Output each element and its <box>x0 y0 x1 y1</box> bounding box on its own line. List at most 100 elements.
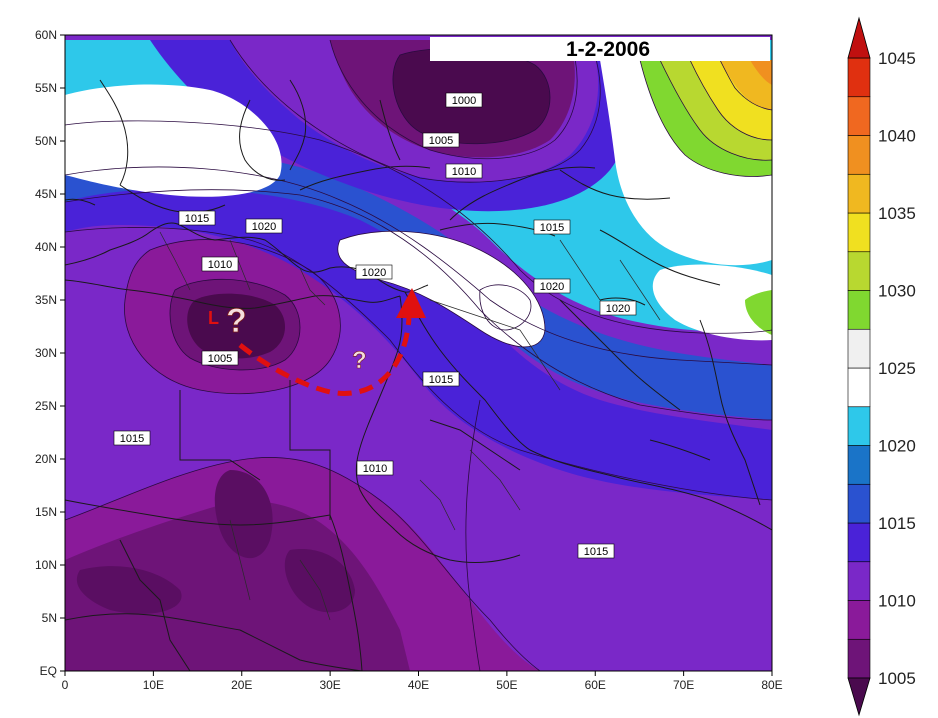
y-tick-label: 15N <box>35 505 57 519</box>
contour-label: 1015 <box>422 371 460 387</box>
colorbar-swatch <box>847 522 871 563</box>
y-tick-label: 30N <box>35 346 57 360</box>
x-tick-label: 70E <box>673 678 694 692</box>
y-tick-label: 5N <box>42 611 57 625</box>
svg-text:1005: 1005 <box>429 135 453 147</box>
colorbar-swatch <box>847 251 871 291</box>
low-marker: L <box>208 308 219 328</box>
colorbar-label: 1005 <box>878 669 916 688</box>
pressure-field-low-core <box>187 293 286 359</box>
contour-label: 1020 <box>599 300 637 316</box>
contour-label: 1010 <box>445 163 483 179</box>
contour-labels: 1000 1005 1010 1015 1020 1020 1010 1015 … <box>113 92 637 559</box>
colorbar-top-arrow <box>847 16 871 59</box>
contour-label: 1020 <box>533 278 571 294</box>
colorbar-swatch <box>847 561 871 601</box>
contour-label: 1000 <box>445 92 483 108</box>
colorbar-label: 1035 <box>878 204 916 223</box>
country-borders <box>159 231 661 621</box>
contour-label: 1020 <box>355 264 393 280</box>
x-tick-label: 80E <box>761 678 782 692</box>
question-mark-track: ? <box>352 347 367 374</box>
y-tick-label: 60N <box>35 28 57 42</box>
colorbar-swatch <box>847 135 871 175</box>
colorbar-swatch <box>847 290 871 330</box>
y-tick-label: 10N <box>35 558 57 572</box>
colorbar-label: 1015 <box>878 514 916 533</box>
contour-label: 1015 <box>113 430 151 446</box>
map-title: 1-2-2006 <box>566 38 650 61</box>
pressure-field-high-white-turkey <box>337 231 545 347</box>
contour-label: 1010 <box>201 256 239 272</box>
isobars <box>65 39 772 671</box>
small-low-east-africa <box>700 428 719 444</box>
colorbar-swatch <box>847 212 871 253</box>
colorbar-label: 1025 <box>878 359 916 378</box>
pressure-field-high-white-pakistan <box>652 264 772 341</box>
colorbar-swatch <box>847 96 871 136</box>
annotation-overlay: L ? ? <box>208 288 426 396</box>
colorbar-swatch <box>847 638 871 679</box>
colorbar-label: 1010 <box>878 592 916 611</box>
svg-text:1015: 1015 <box>185 213 209 225</box>
svg-text:1005: 1005 <box>208 353 232 365</box>
colorbar-label: 1045 <box>878 49 916 68</box>
svg-text:1020: 1020 <box>606 303 630 315</box>
colorbar-swatch <box>847 57 871 98</box>
pressure-field-1008-africa <box>65 501 410 671</box>
svg-text:1015: 1015 <box>584 546 608 558</box>
colorbar: 1005 1010 1015 1020 1025 1030 1035 1040 1045 <box>847 16 916 717</box>
x-tick-label: 0 <box>62 678 69 692</box>
contour-label: 1015 <box>178 210 216 226</box>
y-tick-label: EQ <box>40 664 57 678</box>
pressure-field-green-india <box>745 290 772 335</box>
contour-label: 1020 <box>245 218 283 234</box>
x-tick-label: 30E <box>319 678 340 692</box>
y-axis: EQ 5N 10N 15N 20N 25N 30N 35N 40N 45N 50N 55N 60N <box>35 28 65 678</box>
colorbar-swatch <box>847 367 871 408</box>
svg-text:1015: 1015 <box>120 433 144 445</box>
colorbar-label: 1040 <box>878 127 916 146</box>
svg-text:1015: 1015 <box>540 222 564 234</box>
title-box <box>430 37 770 61</box>
contour-label: 1005 <box>201 350 239 366</box>
svg-text:1020: 1020 <box>252 221 276 233</box>
y-tick-label: 45N <box>35 187 57 201</box>
colorbar-label: 1030 <box>878 282 916 301</box>
storm-track-arrowhead <box>396 288 426 318</box>
colorbar-bottom-arrow <box>847 677 871 717</box>
x-tick-label: 60E <box>585 678 606 692</box>
pressure-field-1045-red <box>750 60 772 85</box>
contour-label: 1015 <box>533 219 571 235</box>
colorbar-swatch <box>847 445 871 485</box>
y-tick-label: 20N <box>35 452 57 466</box>
colorbar-swatch <box>847 406 871 446</box>
colorbar-swatch <box>847 173 871 214</box>
x-tick-label: 40E <box>408 678 429 692</box>
colorbar-swatch <box>847 328 871 369</box>
svg-text:1010: 1010 <box>452 166 476 178</box>
svg-text:1015: 1015 <box>429 374 453 386</box>
storm-track-dashed-arrow <box>238 317 412 396</box>
x-tick-label: 50E <box>496 678 517 692</box>
y-tick-label: 55N <box>35 81 57 95</box>
pressure-field-1020-band <box>65 146 772 420</box>
contour-label: 1010 <box>356 460 394 476</box>
map-panel <box>65 35 772 671</box>
y-tick-label: 25N <box>35 399 57 413</box>
y-tick-label: 35N <box>35 293 57 307</box>
y-tick-label: 40N <box>35 240 57 254</box>
colorbar-swatch <box>847 600 871 640</box>
x-tick-label: 20E <box>231 678 252 692</box>
pressure-field-1015-band <box>65 167 772 500</box>
contour-label: 1005 <box>422 132 460 148</box>
pressure-field-dark-lows-africa <box>76 470 356 614</box>
y-tick-label: 50N <box>35 134 57 148</box>
x-tick-label: 10E <box>143 678 164 692</box>
svg-text:1020: 1020 <box>540 281 564 293</box>
svg-text:1000: 1000 <box>452 95 476 107</box>
colorbar-swatch <box>847 483 871 524</box>
svg-text:1010: 1010 <box>208 259 232 271</box>
colorbar-label: 1020 <box>878 437 916 456</box>
